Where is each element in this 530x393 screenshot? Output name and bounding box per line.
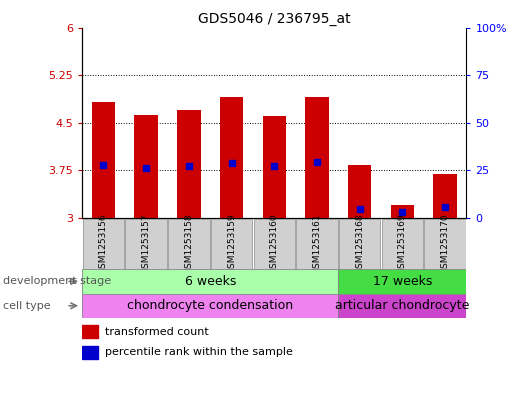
Text: chondrocyte condensation: chondrocyte condensation [127,299,293,312]
Bar [211,219,252,269]
Text: GSM1253169: GSM1253169 [398,213,407,274]
Text: 6 weeks: 6 weeks [184,275,236,288]
Bar [296,219,338,269]
Bar [83,219,124,269]
Text: GSM1253159: GSM1253159 [227,213,236,274]
Text: GSM1253161: GSM1253161 [313,213,322,274]
Bar [338,269,466,294]
Title: GDS5046 / 236795_at: GDS5046 / 236795_at [198,13,350,26]
Text: articular chondrocyte: articular chondrocyte [335,299,470,312]
Bar [262,116,286,218]
Text: transformed count: transformed count [105,327,209,336]
Bar [177,110,201,218]
Text: GSM1253158: GSM1253158 [184,213,193,274]
Bar [382,219,423,269]
Text: 17 weeks: 17 weeks [373,275,432,288]
Text: GSM1253170: GSM1253170 [440,213,449,274]
Bar [253,219,295,269]
Bar [82,294,338,318]
Bar [425,219,466,269]
Text: cell type: cell type [3,301,50,311]
Bar [82,346,98,359]
Text: GSM1253156: GSM1253156 [99,213,108,274]
Text: GSM1253160: GSM1253160 [270,213,279,274]
Bar [82,325,98,338]
Bar [92,103,115,218]
Bar [126,219,167,269]
Bar [348,165,372,218]
Bar [434,174,457,218]
Bar [338,294,466,318]
Text: GSM1253157: GSM1253157 [142,213,151,274]
Bar [305,97,329,218]
Bar [82,269,338,294]
Bar [168,219,209,269]
Bar [391,205,414,218]
Text: GSM1253168: GSM1253168 [355,213,364,274]
Bar [339,219,381,269]
Text: development stage: development stage [3,276,111,286]
Bar [135,114,158,218]
Text: percentile rank within the sample: percentile rank within the sample [105,347,293,357]
Bar [220,97,243,218]
